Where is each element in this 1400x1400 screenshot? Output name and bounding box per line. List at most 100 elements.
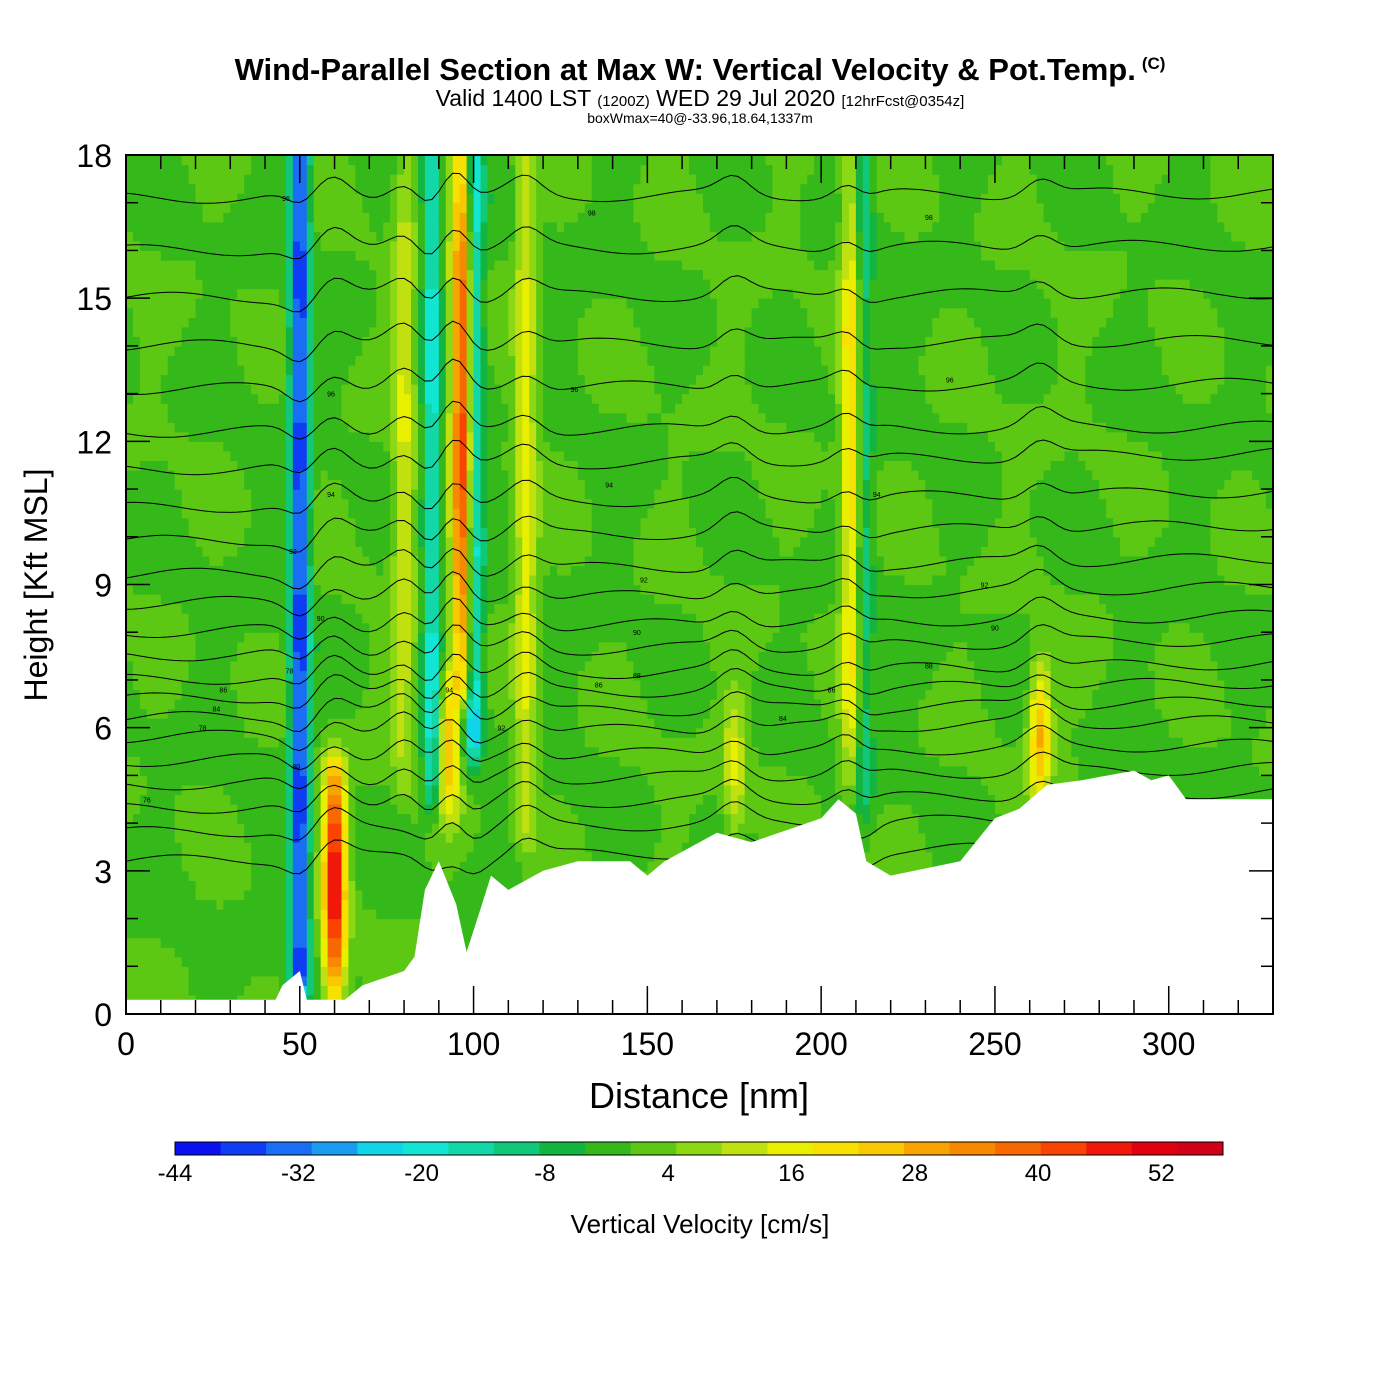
heatmap-cell: [216, 966, 224, 976]
heatmap-cell: [133, 365, 141, 375]
heatmap-cell: [147, 756, 155, 766]
heatmap-cell: [126, 747, 134, 757]
heatmap-cell: [189, 432, 197, 442]
heatmap-cell: [321, 575, 329, 585]
heatmap-cell: [133, 718, 141, 728]
heatmap-cell: [251, 976, 259, 986]
heatmap-cell: [432, 546, 440, 556]
heatmap-cell: [202, 985, 210, 995]
heatmap-cell: [147, 546, 155, 556]
heatmap-cell: [481, 499, 489, 509]
heatmap-cell: [432, 298, 440, 308]
heatmap-cell: [432, 250, 440, 260]
heatmap-cell: [161, 489, 169, 499]
heatmap-cell: [321, 250, 329, 260]
heatmap-cell: [460, 852, 468, 862]
heatmap-cell: [147, 623, 155, 633]
heatmap-cell: [307, 699, 315, 709]
heatmap-cell: [202, 346, 210, 356]
heatmap-cell: [216, 174, 224, 184]
heatmap-cell: [307, 451, 315, 461]
heatmap-cell: [168, 365, 176, 375]
heatmap-cell: [418, 852, 426, 862]
heatmap-cell: [223, 365, 231, 375]
heatmap-cell: [168, 489, 176, 499]
heatmap-cell: [425, 327, 433, 337]
heatmap-cell: [369, 451, 377, 461]
heatmap-cell: [404, 355, 412, 365]
heatmap-cell: [175, 575, 183, 585]
heatmap-cell: [335, 880, 343, 890]
heatmap-cell: [501, 250, 509, 260]
heatmap-cell: [182, 947, 190, 957]
heatmap-cell: [196, 623, 204, 633]
heatmap-cell: [154, 804, 162, 814]
heatmap-cell: [335, 871, 343, 881]
heatmap-cell: [189, 899, 197, 909]
heatmap-cell: [390, 403, 398, 413]
heatmap-cell: [404, 814, 412, 824]
heatmap-cell: [154, 403, 162, 413]
heatmap-cell: [369, 165, 377, 175]
heatmap-cell: [481, 604, 489, 614]
heatmap-cell: [474, 155, 482, 165]
heatmap-cell: [216, 489, 224, 499]
heatmap-cell: [460, 613, 468, 623]
heatmap-cell: [265, 193, 273, 203]
heatmap-cell: [251, 585, 259, 595]
heatmap-cell: [279, 184, 287, 194]
heatmap-cell: [460, 193, 468, 203]
heatmap-cell: [223, 460, 231, 470]
heatmap-cell: [376, 928, 384, 938]
heatmap-cell: [453, 327, 461, 337]
heatmap-cell: [216, 985, 224, 995]
heatmap-cell: [244, 441, 252, 451]
heatmap-cell: [390, 775, 398, 785]
heatmap-cell: [161, 794, 169, 804]
heatmap-cell: [244, 499, 252, 509]
heatmap-cell: [418, 604, 426, 614]
heatmap-cell: [244, 432, 252, 442]
heatmap-cell: [209, 737, 217, 747]
heatmap-cell: [161, 899, 169, 909]
heatmap-cell: [223, 709, 231, 719]
heatmap-cell: [418, 403, 426, 413]
heatmap-cell: [474, 480, 482, 490]
heatmap-cell: [251, 575, 259, 585]
heatmap-cell: [189, 842, 197, 852]
heatmap-cell: [147, 909, 155, 919]
heatmap-cell: [182, 537, 190, 547]
heatmap-cell: [223, 613, 231, 623]
heatmap-cell: [168, 451, 176, 461]
heatmap-cell: [161, 327, 169, 337]
heatmap-cell: [147, 184, 155, 194]
heatmap-cell: [314, 537, 322, 547]
heatmap-cell: [300, 260, 308, 270]
heatmap-cell: [202, 193, 210, 203]
heatmap-cell: [168, 642, 176, 652]
heatmap-cell: [182, 957, 190, 967]
heatmap-cell: [439, 565, 447, 575]
heatmap-cell: [314, 241, 322, 251]
heatmap-cell: [258, 871, 266, 881]
heatmap-cell: [140, 976, 148, 986]
heatmap-cell: [244, 394, 252, 404]
heatmap-cell: [209, 155, 217, 165]
heatmap-cell: [223, 413, 231, 423]
heatmap-cell: [272, 203, 280, 213]
heatmap-cell: [397, 394, 405, 404]
heatmap-cell: [487, 804, 495, 814]
heatmap-cell: [196, 785, 204, 795]
heatmap-cell: [355, 289, 363, 299]
heatmap-cell: [390, 919, 398, 929]
heatmap-cell: [335, 375, 343, 385]
heatmap-cell: [161, 699, 169, 709]
heatmap-cell: [494, 546, 502, 556]
heatmap-cell: [300, 422, 308, 432]
heatmap-cell: [244, 289, 252, 299]
heatmap-cell: [140, 489, 148, 499]
heatmap-cell: [300, 212, 308, 222]
heatmap-cell: [272, 938, 280, 948]
heatmap-cell: [202, 289, 210, 299]
heatmap-cell: [265, 909, 273, 919]
